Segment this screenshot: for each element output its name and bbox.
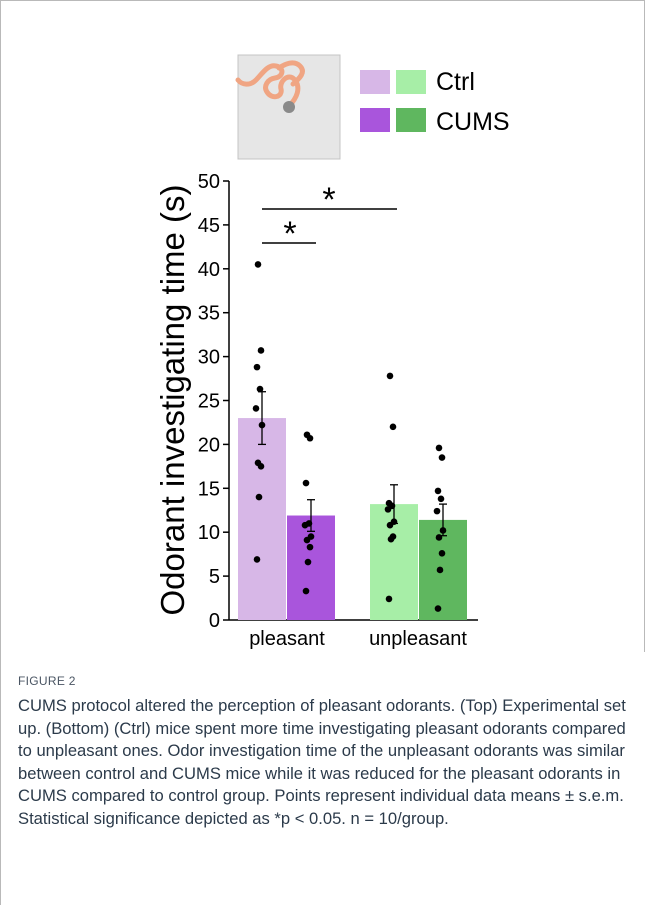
mouse-icon: [235, 60, 305, 109]
data-point: [258, 421, 266, 429]
legend: Ctrl CUMS: [360, 68, 510, 136]
data-point: [435, 534, 443, 541]
y-tick-label: 35: [198, 303, 220, 325]
significance-star-ctrl: *: [322, 181, 335, 219]
data-point: [437, 495, 445, 503]
data-point: [386, 521, 394, 529]
y-tick-label: 20: [198, 434, 220, 456]
data-point: [439, 527, 447, 534]
caption-label: FIGURE 2: [18, 674, 76, 688]
data-point: [389, 423, 397, 431]
y-axis-label: Odorant investigating time (s): [154, 184, 191, 615]
data-point: [253, 363, 261, 371]
data-point: [433, 507, 441, 515]
data-point: [385, 595, 393, 603]
x-tick-label-unpleasant: unpleasant: [369, 628, 467, 650]
data-point: [434, 605, 442, 612]
data-point: [438, 549, 446, 557]
data-point: [257, 347, 265, 354]
y-tick-label: 15: [198, 478, 220, 500]
error-bars: [258, 391, 447, 537]
data-point: [386, 372, 394, 380]
odor-ball-icon: [283, 101, 295, 113]
data-point: [387, 535, 395, 543]
data-point: [302, 479, 310, 487]
significance-star-pleasant: *: [283, 215, 296, 253]
data-point: [301, 521, 309, 529]
figure-panel: Ctrl CUMS Odorant investigating time (s)…: [154, 54, 510, 650]
y-tick-label: 40: [198, 259, 220, 281]
data-point: [257, 463, 265, 470]
data-point: [252, 405, 260, 412]
legend-swatch-cums-pleasant: [360, 108, 390, 132]
y-tick-label: 0: [209, 610, 220, 632]
legend-swatch-ctrl-pleasant: [360, 70, 390, 94]
legend-label-cums: CUMS: [436, 108, 510, 136]
y-tick-label: 50: [198, 171, 220, 193]
bar-pleasant-cums: [287, 515, 335, 620]
bar-pleasant-ctrl: [238, 418, 286, 620]
data-points: [252, 261, 447, 612]
figure-frame-left: [0, 0, 1, 905]
data-point: [304, 558, 312, 566]
significance-markers: * *: [262, 181, 397, 253]
data-point: [256, 385, 264, 393]
y-tick-label: 10: [198, 522, 220, 544]
bars: [238, 418, 467, 620]
y-tick-label: 25: [198, 391, 220, 413]
legend-label-ctrl: Ctrl: [436, 68, 475, 96]
y-ticks: 0 5 10 15 20 25 30 35 40 45 50: [198, 171, 229, 632]
figure-frame-top: [0, 0, 644, 1]
setup-illustration: [235, 54, 341, 160]
data-point: [435, 444, 443, 452]
data-point: [306, 543, 314, 551]
legend-swatch-cums-unpleasant: [396, 108, 426, 132]
y-tick-label: 30: [198, 347, 220, 369]
data-point: [384, 506, 392, 513]
data-point: [303, 536, 311, 544]
data-point: [253, 556, 261, 563]
data-point: [434, 487, 442, 495]
figure-caption: FIGURE 2 CUMS protocol altered the perce…: [18, 674, 630, 831]
data-point: [254, 261, 262, 268]
data-point: [302, 587, 310, 595]
figure-frame-right: [644, 0, 645, 652]
data-point: [306, 434, 314, 442]
y-tick-label: 5: [209, 566, 220, 588]
y-tick-label: 45: [198, 215, 220, 237]
data-point: [255, 493, 263, 501]
legend-swatch-ctrl-unpleasant: [396, 70, 426, 94]
data-point: [436, 566, 444, 574]
data-point: [438, 454, 446, 461]
x-tick-label-pleasant: pleasant: [249, 628, 325, 650]
caption-text: CUMS protocol altered the perception of …: [18, 696, 626, 828]
